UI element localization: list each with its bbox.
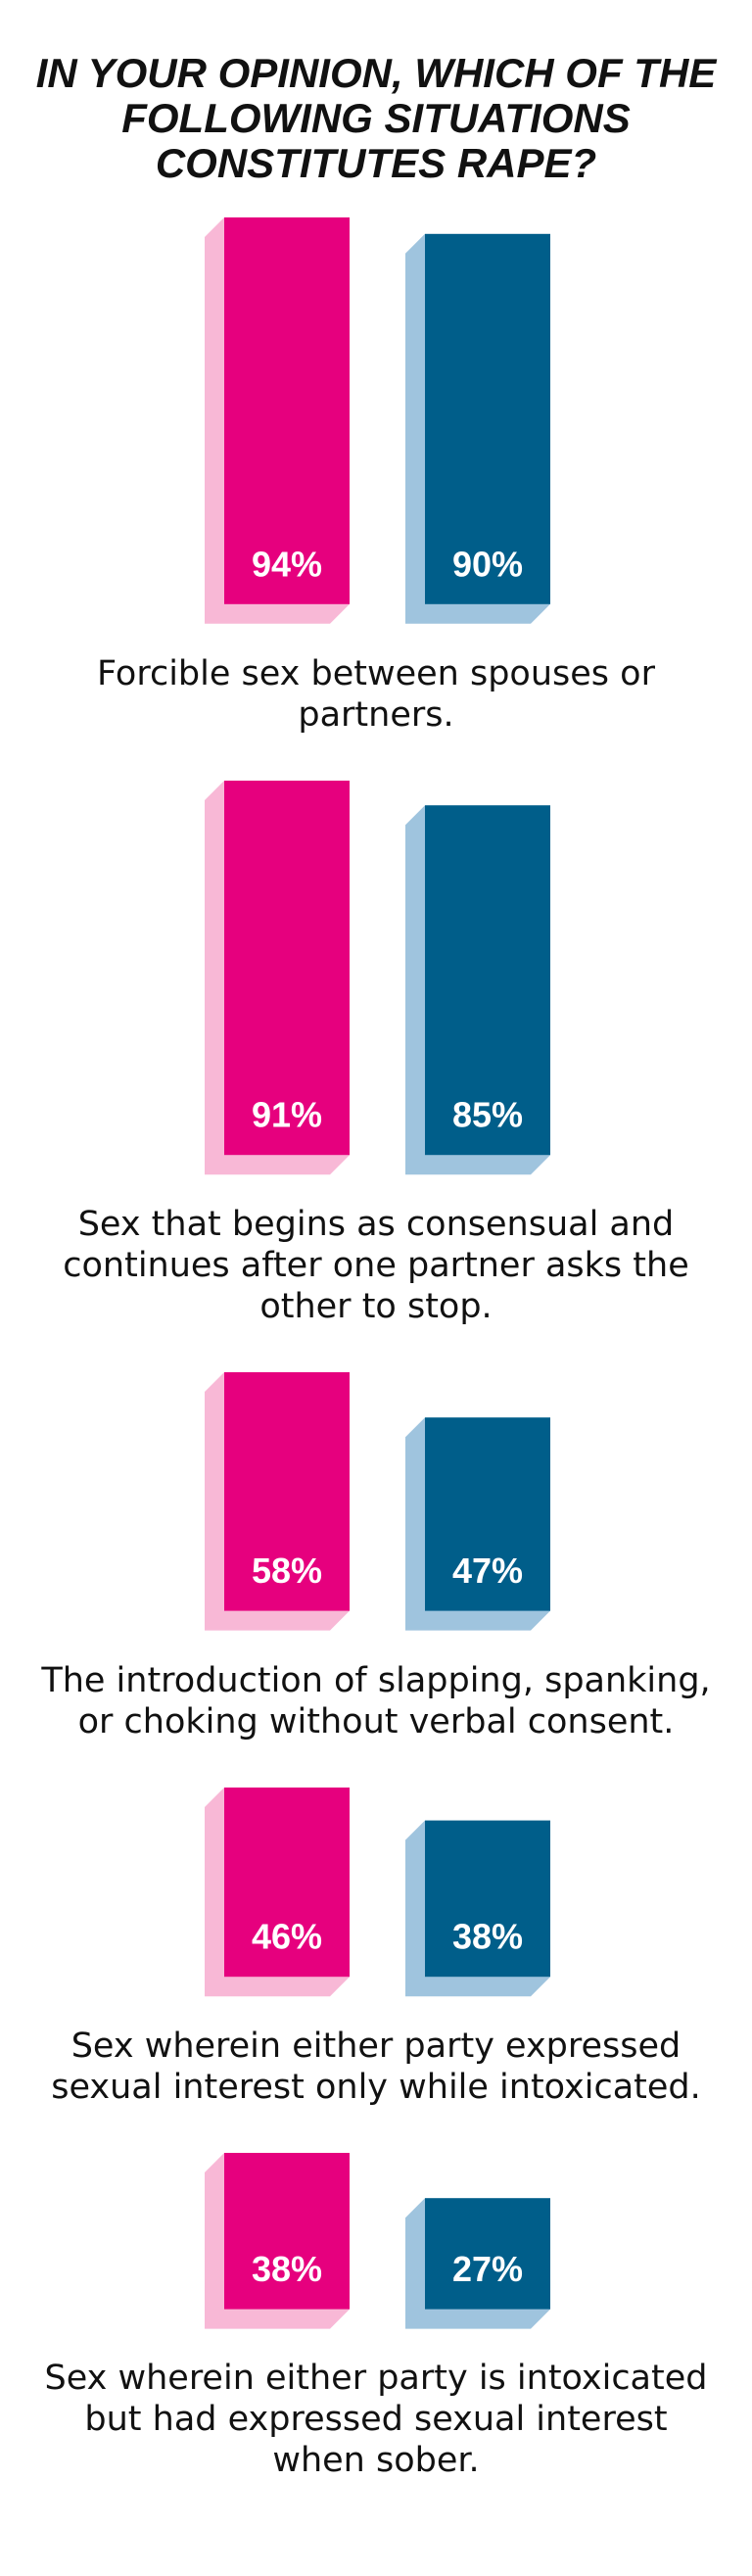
category-label: Sex wherein either party is intoxicated … [44, 2359, 708, 2481]
value-label: 38% [452, 1916, 523, 1956]
chart: 94% 90% Forcible sex between spouses or pa… [0, 215, 752, 2481]
category-label: Sex wherein either party expressed sexua… [51, 2026, 701, 2107]
bar [224, 217, 350, 604]
bar-group: 38% 27% Sex wherein either party is intoxi… [0, 2151, 752, 2482]
group-plot: 94% 90% [205, 217, 550, 624]
value-label: 91% [252, 1095, 322, 1135]
bar-group: 58% 47% The introduction of slapping, span… [0, 1370, 752, 1742]
bar-group: 94% 90% Forcible sex between spouses or pa… [0, 215, 752, 736]
bar-group: 91% 85% Sex that begins as consensual and … [0, 779, 752, 1327]
bar [224, 2152, 350, 2310]
group-plot: 58% 47% [205, 1371, 550, 1631]
group-plot: 91% 85% [205, 780, 550, 1174]
bar [425, 2197, 550, 2310]
chart-title: IN YOUR OPINION, WHICH OF THE FOLLOWING … [35, 50, 717, 186]
bar [224, 1371, 350, 1611]
value-label: 85% [452, 1095, 523, 1135]
value-label: 58% [252, 1550, 322, 1591]
value-label: 27% [452, 2249, 523, 2289]
category-label: The introduction of slapping, spanking, … [41, 1660, 711, 1741]
category-label: Forcible sex between spouses or partners… [97, 653, 655, 735]
group-plot: 46% 38% [205, 1787, 550, 1996]
value-label: 46% [252, 1916, 322, 1956]
value-label: 90% [452, 544, 523, 584]
category-label: Sex that begins as consensual and contin… [63, 1204, 689, 1326]
bar [425, 1820, 550, 1977]
bar [425, 233, 550, 604]
bar [224, 780, 350, 1155]
bar [425, 804, 550, 1155]
bar [224, 1787, 350, 1977]
bar [425, 1417, 550, 1611]
value-label: 38% [252, 2249, 322, 2289]
value-label: 94% [252, 544, 322, 584]
bar-group: 46% 38% Sex wherein either party expressed… [0, 1786, 752, 2108]
group-plot: 38% 27% [205, 2152, 550, 2329]
page: IN YOUR OPINION, WHICH OF THE FOLLOWING … [0, 51, 752, 2576]
value-label: 47% [452, 1550, 523, 1591]
